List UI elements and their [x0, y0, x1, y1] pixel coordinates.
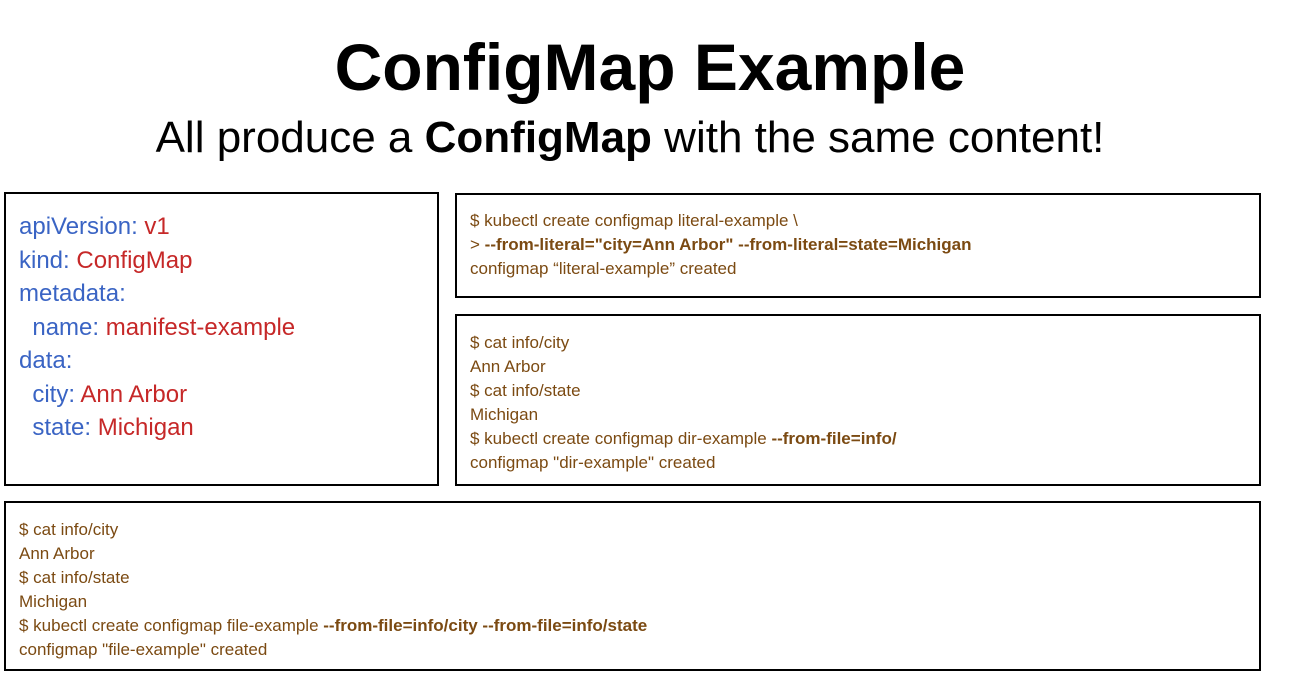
- terminal-line: Michigan: [470, 405, 539, 424]
- terminal-line: $ kubectl create configmap dir-example -…: [470, 427, 897, 451]
- yaml-value: Ann Arbor: [80, 380, 188, 408]
- terminal-line: > --from-literal="city=Ann Arbor" --from…: [470, 233, 972, 257]
- terminal-output: $ cat info/city Ann Arbor $ cat info/sta…: [19, 518, 647, 662]
- dir-panel: $ cat info/city Ann Arbor $ cat info/sta…: [455, 314, 1261, 486]
- terminal-line: $ cat info/state: [470, 381, 581, 400]
- yaml-line-data: data:: [19, 344, 295, 378]
- terminal-line: $ cat info/city: [19, 520, 119, 539]
- command-flags: --from-literal="city=Ann Arbor" --from-l…: [484, 235, 972, 254]
- terminal-line: $ cat info/state: [19, 568, 130, 587]
- slide-title: ConfigMap Example: [334, 30, 966, 104]
- terminal-line: Ann Arbor: [19, 544, 95, 563]
- yaml-key: city:: [32, 380, 76, 408]
- terminal-line: configmap "dir-example" created: [470, 453, 716, 472]
- command-flags: --from-file=info/city --from-file=info/s…: [323, 616, 648, 635]
- manifest-panel: apiVersion: v1 kind: ConfigMap metadata:…: [4, 192, 439, 486]
- yaml-key: metadata:: [19, 280, 126, 307]
- file-panel: $ cat info/city Ann Arbor $ cat info/sta…: [4, 501, 1261, 671]
- yaml-key: kind:: [19, 246, 70, 274]
- subtitle-suffix: with the same content!: [651, 113, 1105, 162]
- yaml-key: apiVersion:: [19, 213, 138, 240]
- terminal-line: configmap "file-example" created: [19, 640, 268, 659]
- subtitle-prefix: All produce a: [155, 113, 425, 162]
- yaml-line-state: state: Michigan: [19, 411, 295, 445]
- yaml-line-name: name: manifest-example: [19, 311, 295, 345]
- yaml-line-metadata: metadata:: [19, 277, 295, 311]
- continuation-prompt: >: [470, 235, 485, 254]
- terminal-line: $ kubectl create configmap file-example …: [19, 614, 647, 638]
- yaml-key: name:: [32, 313, 100, 341]
- terminal-line: Michigan: [19, 592, 88, 611]
- command-text: $ kubectl create configmap dir-example: [470, 429, 772, 448]
- yaml-value: Michigan: [97, 414, 194, 441]
- terminal-line: $ cat info/city: [470, 333, 570, 352]
- command-text: $ kubectl create configmap file-example: [19, 616, 324, 635]
- subtitle-emphasis: ConfigMap: [424, 113, 652, 162]
- yaml-key: state:: [32, 414, 92, 441]
- yaml-key: data:: [19, 347, 73, 374]
- terminal-output: $ kubectl create configmap literal-examp…: [470, 209, 972, 281]
- terminal-line: $ kubectl create configmap literal-examp…: [470, 211, 798, 230]
- yaml-value: v1: [144, 213, 170, 240]
- literal-panel: $ kubectl create configmap literal-examp…: [455, 193, 1261, 298]
- yaml-manifest: apiVersion: v1 kind: ConfigMap metadata:…: [19, 210, 295, 445]
- slide-subtitle: All produce a ConfigMap with the same co…: [0, 111, 1260, 165]
- terminal-output: $ cat info/city Ann Arbor $ cat info/sta…: [470, 331, 897, 475]
- terminal-line: configmap “literal-example” created: [470, 259, 737, 278]
- yaml-line-kind: kind: ConfigMap: [19, 244, 295, 278]
- yaml-value: manifest-example: [105, 313, 296, 341]
- command-flags: --from-file=info/: [771, 429, 897, 448]
- yaml-value: ConfigMap: [76, 246, 193, 274]
- yaml-line-city: city: Ann Arbor: [19, 378, 295, 412]
- yaml-line-apiversion: apiVersion: v1: [19, 210, 295, 244]
- terminal-line: Ann Arbor: [470, 357, 546, 376]
